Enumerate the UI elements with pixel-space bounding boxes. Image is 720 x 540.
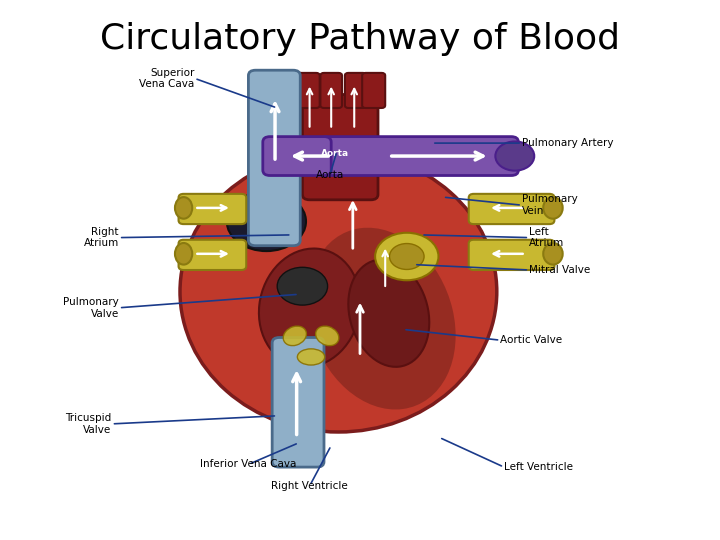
Ellipse shape: [315, 326, 339, 346]
Text: Pulmonary
Valve: Pulmonary Valve: [63, 297, 119, 319]
FancyBboxPatch shape: [179, 194, 246, 224]
FancyBboxPatch shape: [362, 73, 385, 108]
Circle shape: [390, 244, 424, 269]
Text: Tricuspid
Valve: Tricuspid Valve: [66, 413, 112, 435]
Circle shape: [375, 233, 438, 280]
Ellipse shape: [259, 248, 360, 367]
Text: Left Ventricle: Left Ventricle: [504, 462, 573, 472]
FancyBboxPatch shape: [272, 338, 324, 467]
Text: Aortic Valve: Aortic Valve: [500, 335, 562, 345]
Ellipse shape: [283, 326, 307, 346]
FancyBboxPatch shape: [248, 70, 300, 246]
Circle shape: [277, 267, 328, 305]
Ellipse shape: [544, 243, 563, 265]
Text: Circulatory Pathway of Blood: Circulatory Pathway of Blood: [100, 22, 620, 56]
Text: Right
Atrium: Right Atrium: [84, 227, 119, 248]
FancyBboxPatch shape: [469, 194, 554, 224]
Text: Right Ventricle: Right Ventricle: [271, 481, 348, 491]
Ellipse shape: [175, 197, 192, 219]
Ellipse shape: [180, 151, 497, 432]
Ellipse shape: [297, 349, 325, 365]
FancyBboxPatch shape: [302, 94, 378, 200]
Ellipse shape: [307, 228, 456, 409]
Text: Left
Atrium: Left Atrium: [529, 227, 564, 248]
Text: Pulmonary
Vein: Pulmonary Vein: [522, 194, 577, 216]
Ellipse shape: [175, 243, 192, 265]
FancyBboxPatch shape: [320, 137, 518, 176]
Text: Aorta: Aorta: [315, 171, 344, 180]
Text: Inferior Vena Cava: Inferior Vena Cava: [200, 460, 297, 469]
FancyBboxPatch shape: [295, 73, 320, 108]
Circle shape: [495, 141, 534, 171]
FancyBboxPatch shape: [179, 240, 246, 270]
Text: Superior
Vena Cava: Superior Vena Cava: [139, 68, 194, 89]
Ellipse shape: [544, 197, 563, 219]
FancyBboxPatch shape: [320, 73, 342, 108]
FancyBboxPatch shape: [469, 240, 554, 270]
FancyBboxPatch shape: [345, 73, 366, 108]
Text: Pulmonary Artery: Pulmonary Artery: [522, 138, 613, 148]
Text: Mitral Valve: Mitral Valve: [529, 265, 590, 275]
Ellipse shape: [214, 163, 377, 366]
Ellipse shape: [348, 260, 429, 367]
FancyBboxPatch shape: [263, 137, 331, 176]
Circle shape: [227, 192, 306, 251]
Text: Aorta: Aorta: [320, 150, 349, 158]
